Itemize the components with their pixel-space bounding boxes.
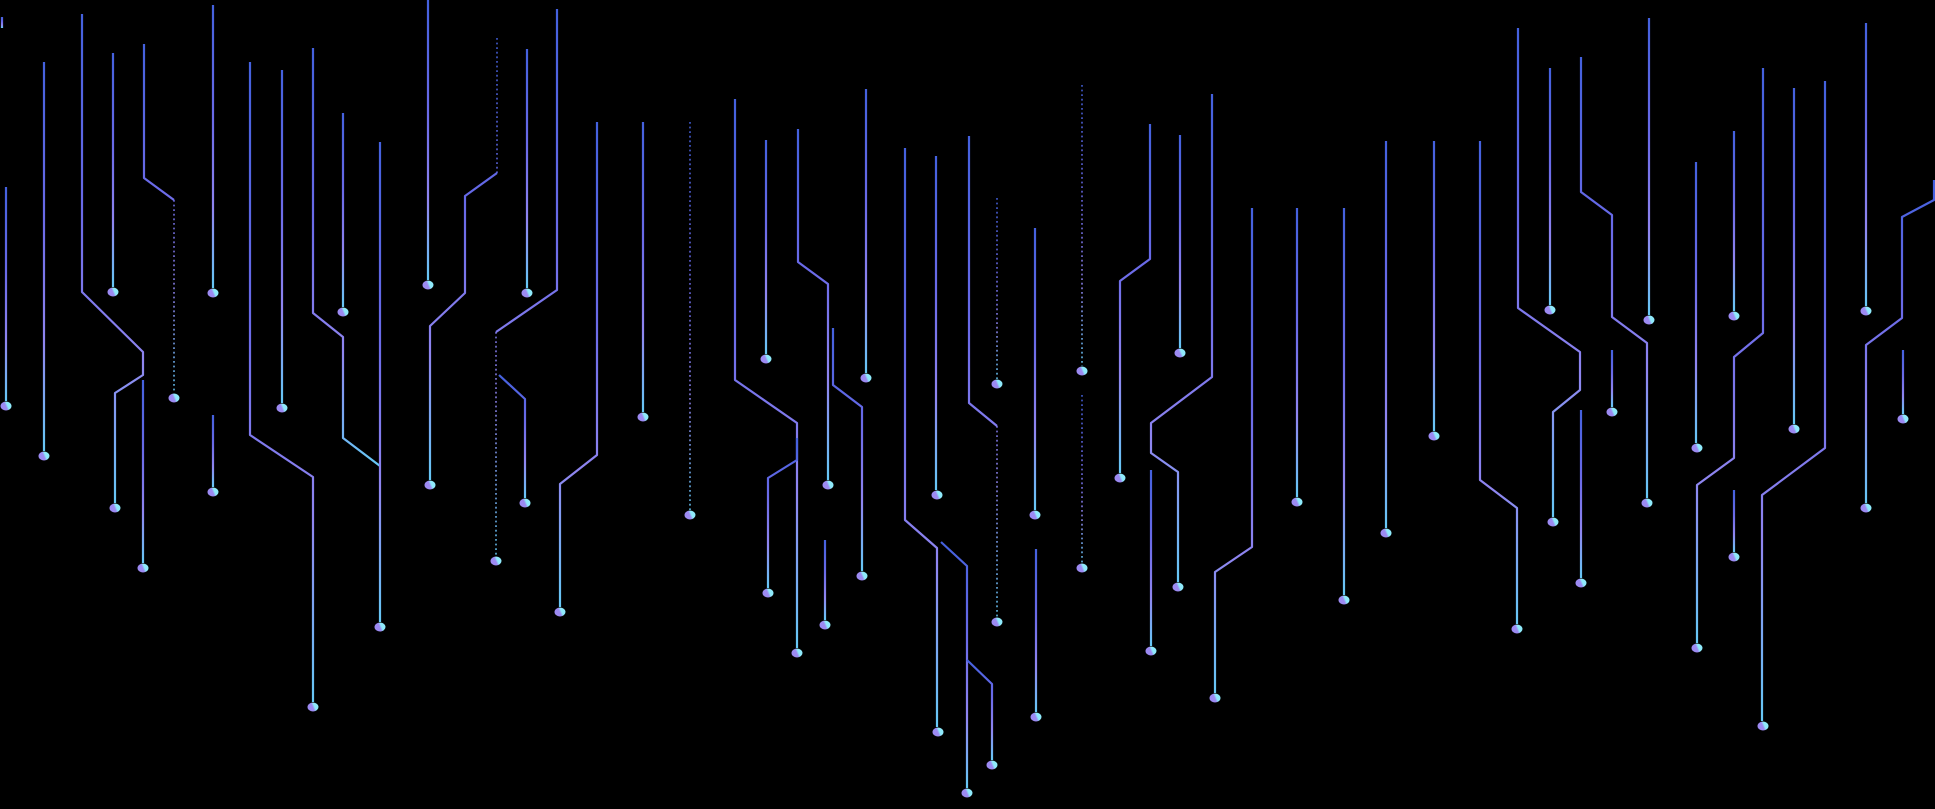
circuit-line	[796, 129, 830, 480]
circuit-line-end-dot	[637, 412, 649, 422]
circuit-line-end-dot	[1606, 407, 1618, 417]
circuit-line-end-dot	[38, 451, 50, 461]
circuit-line-end-dot	[760, 354, 772, 364]
circuit-line	[1695, 68, 1765, 643]
circuit-line-end-dot	[684, 510, 696, 520]
circuit-line-end-dot	[422, 280, 434, 290]
circuit-line	[967, 136, 998, 427]
circuit-line-end-dot	[554, 607, 566, 617]
circuit-line	[142, 44, 175, 201]
circuit-line	[495, 9, 559, 333]
circuit-line-end-dot	[1291, 497, 1303, 507]
circuit-line	[733, 99, 799, 648]
circuit-line-end-dot	[1575, 578, 1587, 588]
circuit-line-end-dot	[1076, 366, 1088, 376]
circuit-line-end-dot	[519, 498, 531, 508]
circuit-line-end-dot	[1209, 693, 1221, 703]
circuit-line-end-dot	[819, 620, 831, 630]
circuit-line	[903, 148, 939, 727]
circuit-line-end-dot	[931, 490, 943, 500]
circuit-line	[428, 172, 498, 480]
circuit-line-end-dot	[1114, 473, 1126, 483]
circuit-line-end-dot	[1788, 424, 1800, 434]
circuit-line-end-dot	[1172, 582, 1184, 592]
circuit-line	[831, 328, 864, 571]
circuit-line	[766, 438, 799, 588]
circuit-line-end-dot	[1338, 595, 1350, 605]
circuit-line-end-dot	[168, 393, 180, 403]
circuit-line	[80, 14, 145, 503]
circuit-line	[498, 374, 527, 498]
circuit-line-end-dot	[986, 760, 998, 770]
circuit-line	[1760, 81, 1827, 721]
circuit-line	[1478, 141, 1519, 624]
circuit-line-end-dot	[207, 487, 219, 497]
circuit-line-end-dot	[1544, 305, 1556, 315]
circuit-line	[558, 122, 599, 607]
circuit-line-end-dot	[932, 727, 944, 737]
circuit-line	[1516, 28, 1582, 517]
circuit-line	[1149, 94, 1214, 582]
circuit-line-end-dot	[1428, 431, 1440, 441]
circuit-line	[940, 541, 969, 788]
circuit-line-end-dot	[337, 307, 349, 317]
circuit-line	[1579, 57, 1649, 498]
circuit-line	[1864, 180, 1935, 503]
circuit-line-end-dot	[762, 588, 774, 598]
circuit-line-end-dot	[1691, 643, 1703, 653]
circuit-line-end-dot	[1860, 306, 1872, 316]
circuit-line-end-dot	[107, 287, 119, 297]
circuit-line-end-dot	[1511, 624, 1523, 634]
circuit-line-end-dot	[1860, 503, 1872, 513]
circuit-line	[1213, 208, 1254, 693]
circuit-line-end-dot	[521, 288, 533, 298]
circuit-line	[311, 48, 381, 467]
circuit-line	[1118, 124, 1152, 473]
circuit-line-end-dot	[961, 788, 973, 798]
circuit-line-end-dot	[109, 503, 121, 513]
circuit-line-end-dot	[137, 563, 149, 573]
circuit-line-end-dot	[1174, 348, 1186, 358]
circuit-line-end-dot	[1757, 721, 1769, 731]
circuit-line-end-dot	[991, 617, 1003, 627]
circuit-line-end-dot	[276, 403, 288, 413]
circuit-line-end-dot	[1728, 311, 1740, 321]
circuit-line-end-dot	[1547, 517, 1559, 527]
circuit-line-end-dot	[1897, 414, 1909, 424]
circuit-line-end-dot	[791, 648, 803, 658]
circuit-line	[966, 659, 994, 760]
circuit-line-end-dot	[1030, 712, 1042, 722]
circuit-line-end-dot	[490, 556, 502, 566]
circuit-line-end-dot	[424, 480, 436, 490]
circuit-line-end-dot	[1029, 510, 1041, 520]
circuit-line	[248, 62, 315, 702]
circuit-line-end-dot	[1728, 552, 1740, 562]
circuit-line-end-dot	[307, 702, 319, 712]
circuit-line-end-dot	[822, 480, 834, 490]
circuit-line-end-dot	[1076, 563, 1088, 573]
circuit-line-end-dot	[1145, 646, 1157, 656]
circuit-line-end-dot	[374, 622, 386, 632]
circuit-line-end-dot	[1641, 498, 1653, 508]
circuit-line-end-dot	[1380, 528, 1392, 538]
circuit-line-end-dot	[1691, 443, 1703, 453]
circuit-line-end-dot	[860, 373, 872, 383]
circuit-line-end-dot	[1643, 315, 1655, 325]
circuit-line-end-dot	[856, 571, 868, 581]
circuit-line-end-dot	[207, 288, 219, 298]
circuit-line-end-dot	[0, 401, 12, 411]
circuit-line-end-dot	[991, 379, 1003, 389]
